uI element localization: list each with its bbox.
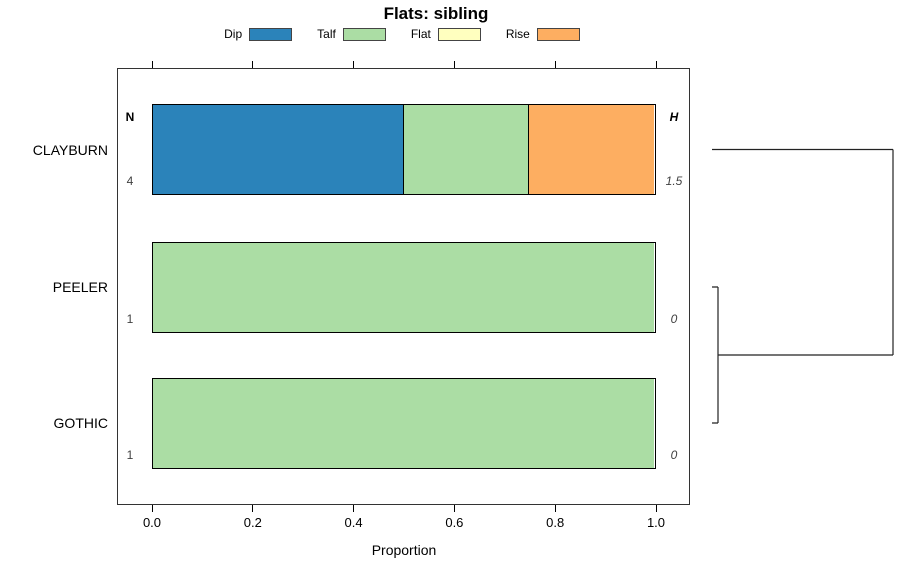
x-tick-top: [655, 61, 657, 68]
x-tick-top: [252, 61, 254, 68]
x-tick-top: [353, 61, 355, 68]
legend-swatch-rise: [536, 27, 580, 41]
legend-item-talf: Talf: [317, 27, 386, 41]
legend-swatch-flat: [437, 27, 481, 41]
n-value: 1: [126, 447, 134, 462]
bar-segment-talf: [153, 378, 654, 468]
dendrogram-path: [712, 148, 894, 424]
x-tick-bottom: [554, 505, 556, 512]
legend-swatch-talf: [342, 27, 386, 41]
legend: Dip Talf Flat Rise: [0, 25, 804, 43]
bar-segment-rise: [528, 105, 654, 194]
x-tick-label: 0.2: [243, 515, 262, 530]
chart-title: Flats: sibling: [383, 4, 489, 23]
bar-gothic: [152, 377, 656, 469]
legend-item-rise: Rise: [506, 27, 580, 41]
n-value: 4: [126, 174, 134, 188]
y-axis-label-clayburn: CLAYBURN: [32, 141, 108, 158]
bar-clayburn: [152, 104, 656, 195]
n-column-header: N: [125, 110, 135, 124]
x-tick-label: 0.4: [344, 515, 363, 530]
bar-segment-dip: [153, 105, 404, 194]
x-tick-top: [151, 61, 153, 68]
x-tick-bottom: [151, 505, 153, 512]
legend-label: Flat: [410, 27, 431, 41]
bar-segment-talf: [403, 105, 529, 194]
x-tick-label: 0.8: [546, 515, 565, 530]
legend-item-flat: Flat: [411, 27, 481, 41]
h-value: 0: [670, 311, 678, 326]
x-tick-bottom: [453, 505, 455, 512]
x-tick-label: 0.6: [445, 515, 464, 530]
x-tick-bottom: [353, 505, 355, 512]
bar-segment-talf: [153, 242, 654, 332]
h-value: 0: [670, 447, 678, 462]
y-axis-label-peeler: PEELER: [52, 279, 108, 295]
y-axis-label-gothic: GOTHIC: [53, 415, 108, 431]
x-tick-top: [554, 61, 556, 68]
legend-label: Dip: [224, 27, 243, 41]
legend-item-dip: Dip: [224, 27, 293, 41]
legend-label: Talf: [317, 27, 336, 41]
legend-swatch-dip: [249, 27, 293, 41]
x-tick-bottom: [655, 505, 657, 512]
n-value: 1: [126, 311, 134, 326]
h-value: 1.5: [665, 174, 683, 188]
h-column-header: H: [669, 110, 679, 124]
legend-label: Rise: [505, 27, 530, 41]
x-tick-label: 0.0: [142, 515, 162, 530]
x-tick-bottom: [252, 505, 254, 512]
x-tick-top: [453, 61, 455, 68]
x-axis-title: Proportion: [371, 542, 437, 558]
bar-peeler: [152, 241, 656, 333]
x-tick-label: 1.0: [646, 515, 666, 530]
